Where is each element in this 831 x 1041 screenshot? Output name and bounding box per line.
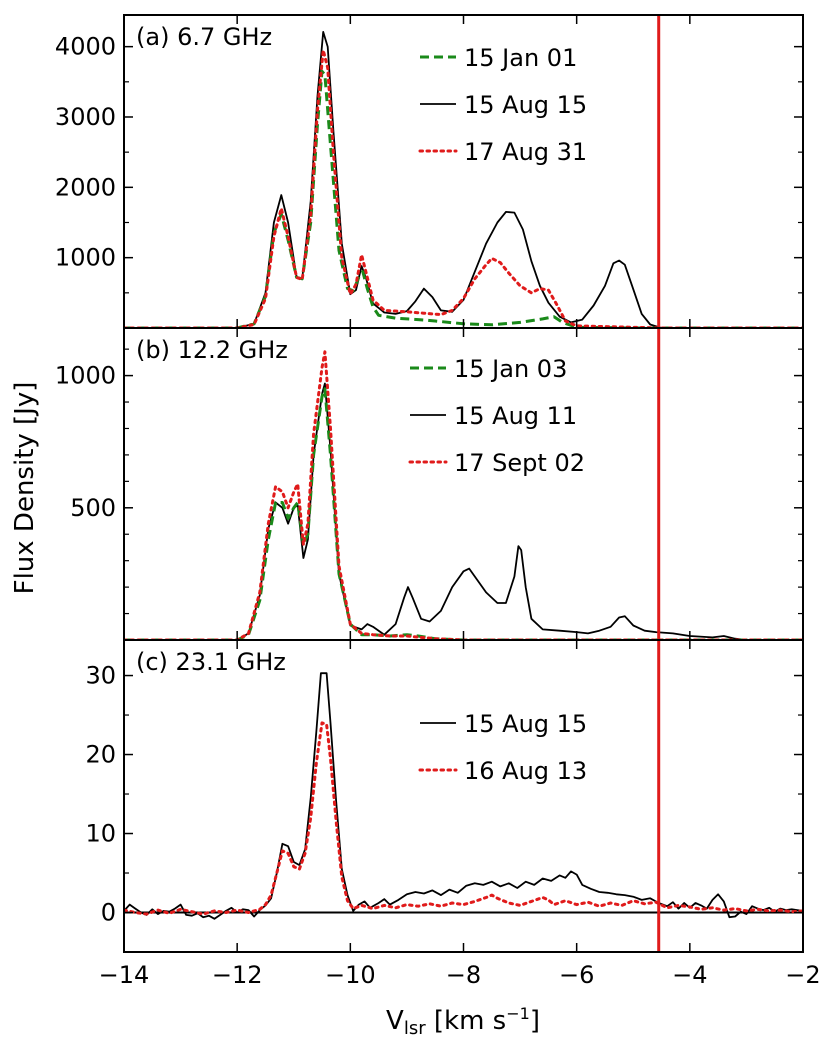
x-axis-label: Vlsr [km s−1]	[386, 1004, 540, 1039]
y-tick-label: 2000	[55, 173, 116, 201]
legend: 15 Jan 01 15 Aug 15 17 Aug 31	[418, 44, 587, 166]
x-tick-label: −14	[99, 961, 150, 989]
legend: 15 Jan 03 15 Aug 11 17 Sept 02	[408, 355, 585, 477]
x-tick-label: −12	[212, 961, 263, 989]
x-tick-label: −10	[325, 961, 376, 989]
panel-frame	[123, 639, 804, 953]
panel-label: (c) 23.1 GHz	[136, 648, 286, 676]
series-line-16-aug-13	[124, 721, 803, 916]
legend-entry: 17 Aug 31	[464, 138, 587, 166]
x-tick-label: −2	[785, 961, 820, 989]
legend-entry: 15 Aug 15	[464, 710, 587, 738]
x-axis-ticks: −14 −12 −10 −8 −6 −4 −2	[99, 961, 821, 989]
series-line-15-aug-15	[124, 672, 803, 920]
y-tick-label: 20	[85, 741, 116, 769]
series-line-17-sept-02	[124, 350, 803, 640]
panel-1: 1000 2000 3000 4000 (a) 6.7 GHz 15 Jan 01 15 A…	[55, 23, 803, 328]
x-axis-label-units: [km s	[426, 1006, 507, 1036]
x-tick-label: −4	[672, 961, 707, 989]
y-tick-label: 4000	[55, 33, 116, 61]
y-axis-label: Flux Density [Jy]	[10, 382, 40, 595]
y-tick-label: 30	[85, 662, 116, 690]
legend-entry: 16 Aug 13	[464, 757, 587, 785]
legend-entry: 15 Aug 11	[454, 402, 577, 430]
panel-2: 500 1000 (b) 12.2 GHz 15 Jan 03 15 Aug 11 17 …	[55, 336, 803, 640]
series-group	[124, 672, 803, 920]
x-tick-label: −6	[559, 961, 594, 989]
legend-entry: 17 Sept 02	[454, 449, 585, 477]
y-tick-label: 500	[70, 494, 116, 522]
y-tick-label: 0	[101, 899, 116, 927]
frames-layer	[123, 14, 804, 953]
panel-3: 0 10 20 30 (c) 23.1 GHz 15 Aug 15 16 Aug 13	[85, 648, 803, 927]
series-line-17-aug-31	[124, 48, 803, 328]
x-tick-label: −8	[446, 961, 481, 989]
y-tick-label: 1000	[55, 244, 116, 272]
series-group	[124, 31, 803, 328]
panels-layer: 1000 2000 3000 4000 (a) 6.7 GHz 15 Jan 01 15 A…	[55, 23, 803, 927]
series-line-15-aug-15	[124, 31, 803, 328]
x-axis-label-close: ]	[530, 1006, 540, 1036]
panel-label: (a) 6.7 GHz	[136, 23, 272, 51]
x-axis-label-exp: −1	[506, 1004, 530, 1023]
legend: 15 Aug 15 16 Aug 13	[418, 710, 587, 785]
legend-entry: 15 Jan 01	[464, 44, 577, 72]
panel-label: (b) 12.2 GHz	[136, 336, 288, 364]
x-axis-label-sub: lsr	[404, 1018, 426, 1039]
y-tick-label: 1000	[55, 362, 116, 390]
y-tick-label: 3000	[55, 103, 116, 131]
legend-entry: 15 Jan 03	[454, 355, 567, 383]
series-line-15-jan-03	[124, 387, 803, 640]
legend-entry: 15 Aug 15	[464, 91, 587, 119]
x-axis-label-main: V	[386, 1006, 404, 1036]
series-group	[124, 350, 803, 640]
y-tick-label: 10	[85, 820, 116, 848]
